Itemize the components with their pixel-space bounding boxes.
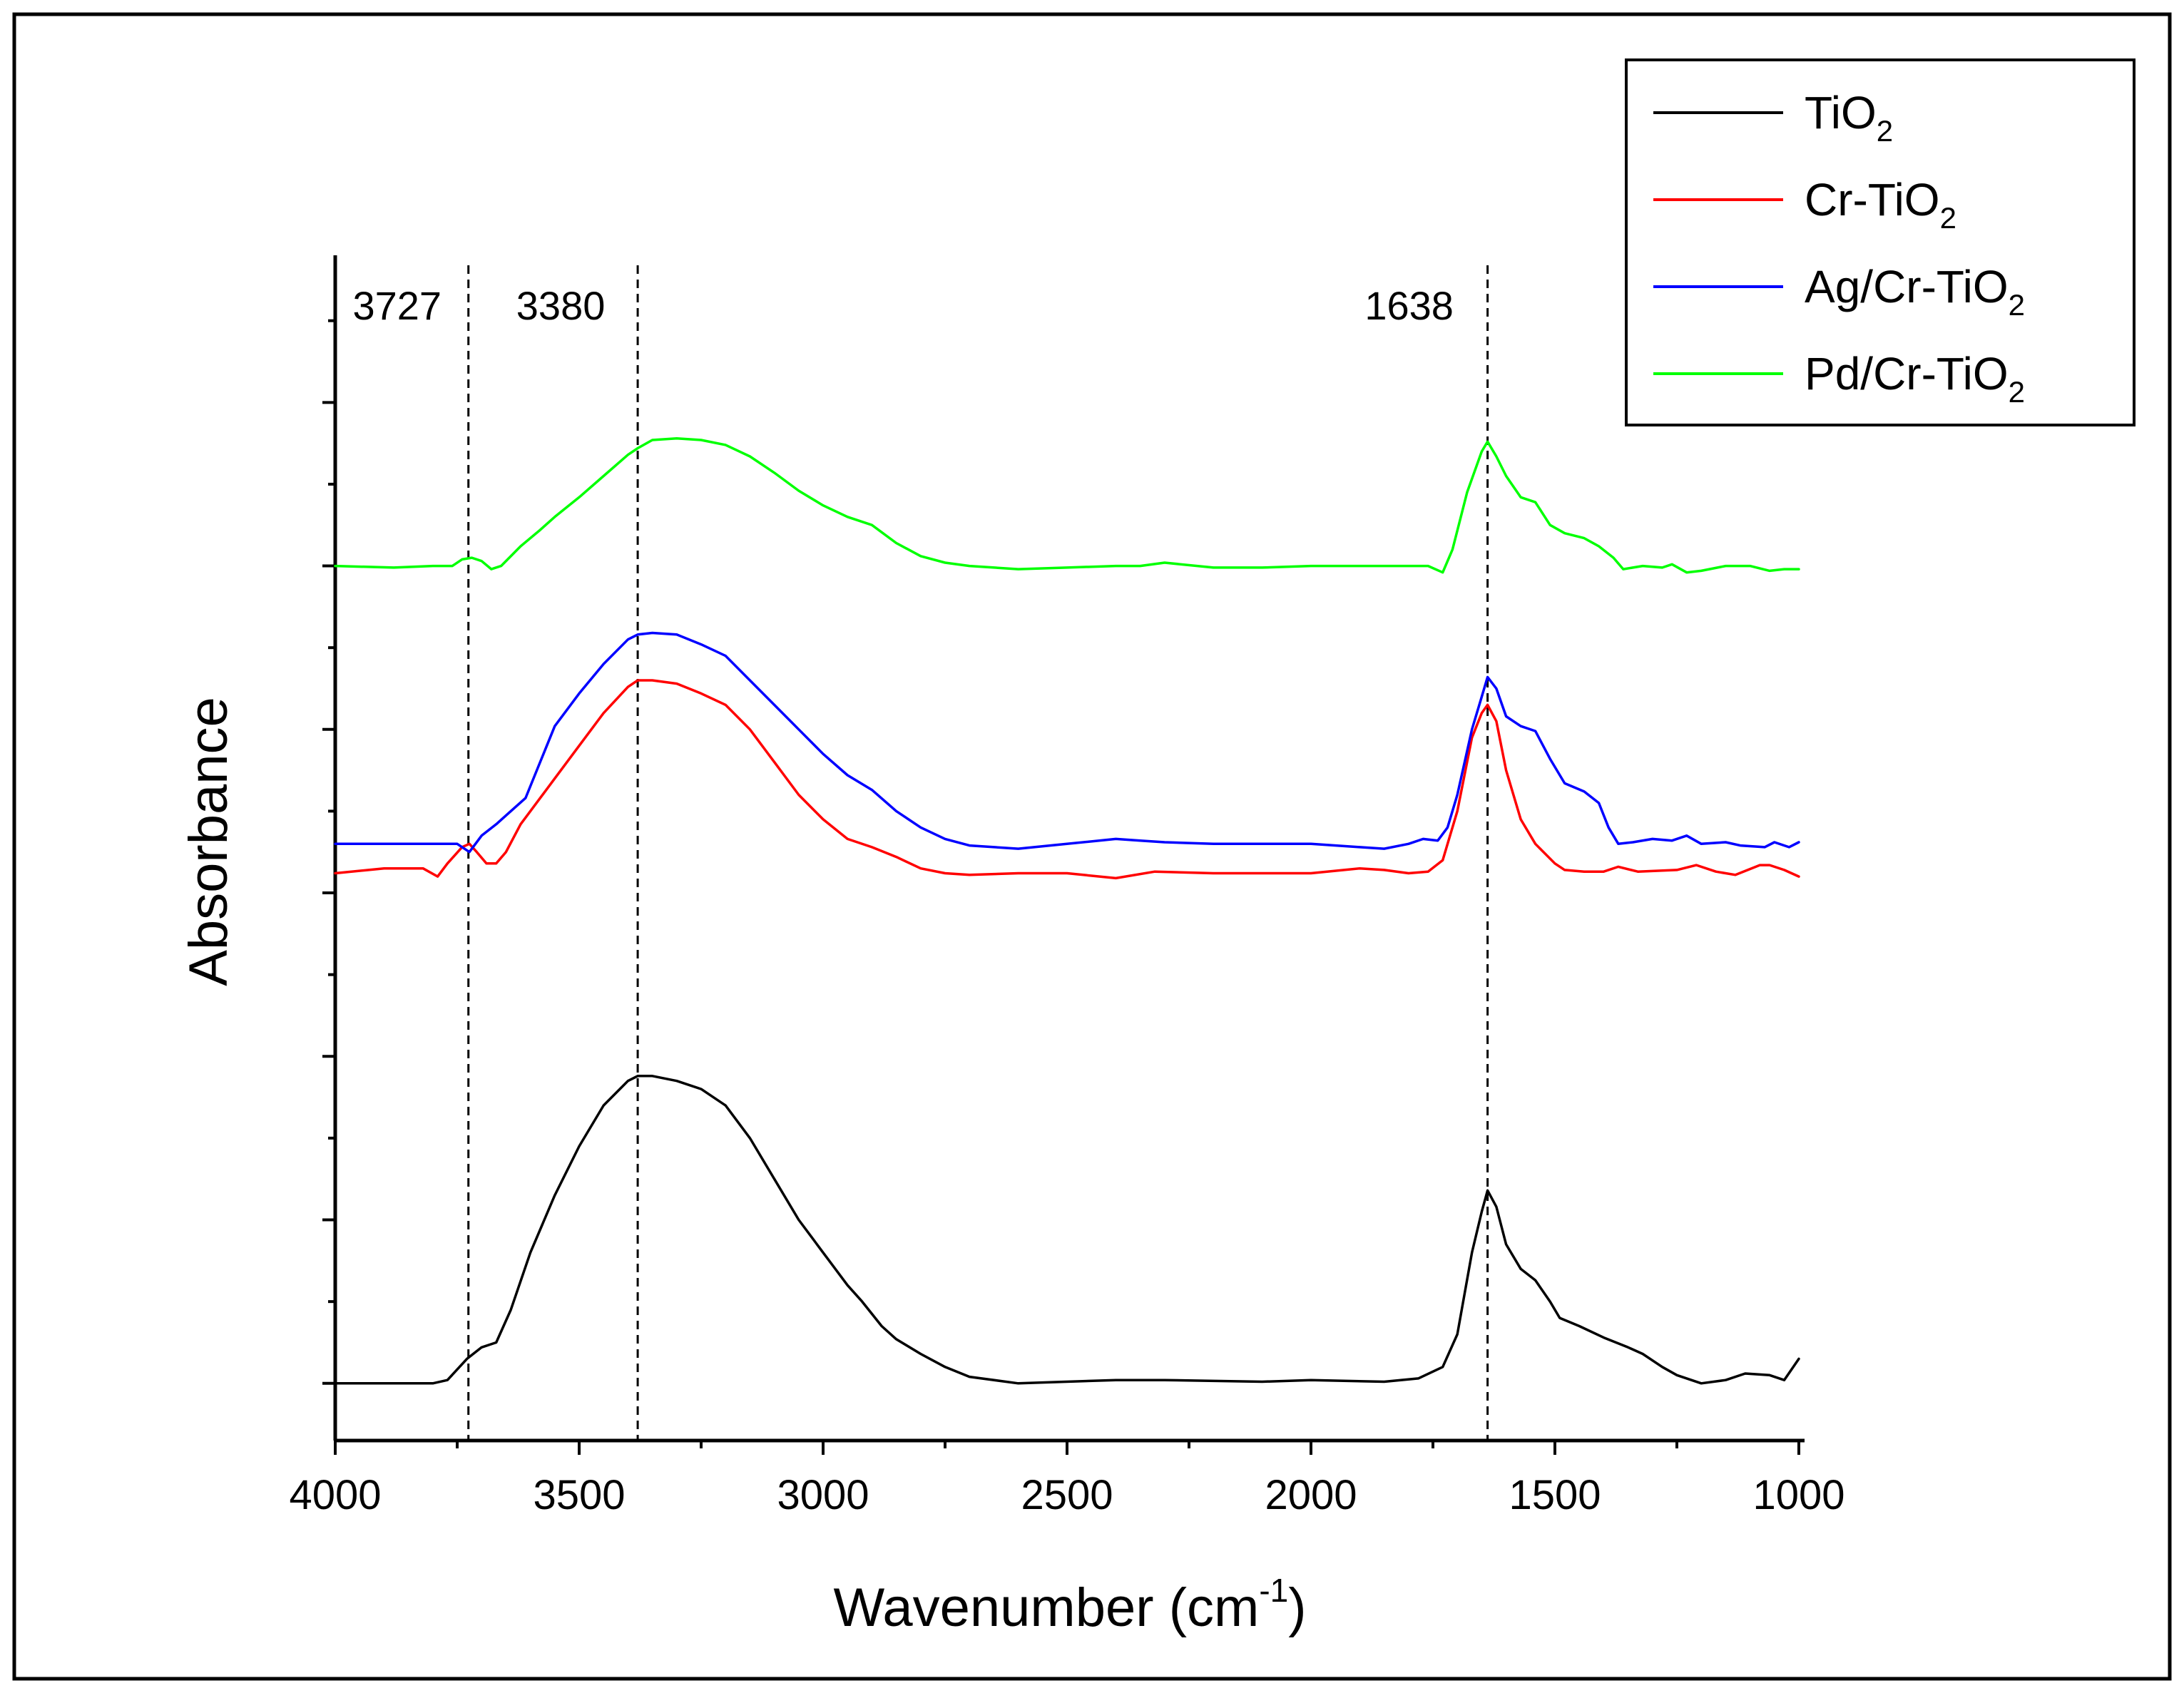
x-tick-label: 3500 bbox=[533, 1472, 625, 1518]
legend-label-sub: 2 bbox=[1940, 201, 1956, 235]
series-line-pd-cr-tio2 bbox=[334, 437, 1800, 574]
legend-label-text: Ag/Cr-TiO bbox=[1805, 261, 2009, 312]
x-tick-label: 4000 bbox=[289, 1472, 381, 1518]
x-axis-title-sup: -1 bbox=[1259, 1572, 1288, 1609]
x-tick-labels: 4000 3500 3000 2500 2000 1500 1000 bbox=[289, 1472, 1844, 1518]
legend-label: Ag/Cr-TiO2 bbox=[1805, 261, 2025, 322]
legend-label-text: TiO bbox=[1805, 87, 1877, 138]
x-tick-label: 2000 bbox=[1265, 1472, 1357, 1518]
series-line-cr-tio2 bbox=[334, 679, 1800, 880]
x-tick-label: 2500 bbox=[1021, 1472, 1113, 1518]
legend-label-sub: 2 bbox=[2009, 375, 2025, 409]
x-axis-title-end: ) bbox=[1288, 1577, 1306, 1638]
y-ticks bbox=[322, 319, 335, 1385]
x-ticks bbox=[334, 1441, 1800, 1455]
legend-label: TiO2 bbox=[1805, 87, 1893, 148]
legend-label: Pd/Cr-TiO2 bbox=[1805, 348, 2025, 409]
annotation-label-3380: 3380 bbox=[516, 283, 606, 328]
series-line-tio2 bbox=[334, 1075, 1800, 1385]
legend-label-text: Cr-TiO bbox=[1805, 174, 1940, 225]
x-tick-label: 1500 bbox=[1509, 1472, 1601, 1518]
legend-label: Cr-TiO2 bbox=[1805, 174, 1956, 235]
legend-label-text: Pd/Cr-TiO bbox=[1805, 348, 2009, 399]
x-tick-label: 1000 bbox=[1752, 1472, 1844, 1518]
legend-box bbox=[1625, 58, 2135, 426]
series-line-ag-cr-tio2 bbox=[334, 631, 1800, 854]
x-tick-label: 3000 bbox=[777, 1472, 869, 1518]
annotation-label-1638: 1638 bbox=[1364, 283, 1454, 328]
series-layer bbox=[334, 437, 1800, 1385]
legend-label-sub: 2 bbox=[2009, 288, 2025, 322]
annotation-label-3727: 3727 bbox=[352, 283, 442, 328]
x-axis-title: Wavenumber (cm-1) bbox=[833, 1572, 1306, 1638]
annotations: 3727 3380 1638 bbox=[352, 265, 1489, 1441]
x-axis-title-text: Wavenumber (cm bbox=[833, 1577, 1259, 1638]
y-axis-title: Absorbance bbox=[178, 697, 239, 986]
legend-label-sub: 2 bbox=[1877, 114, 1893, 148]
